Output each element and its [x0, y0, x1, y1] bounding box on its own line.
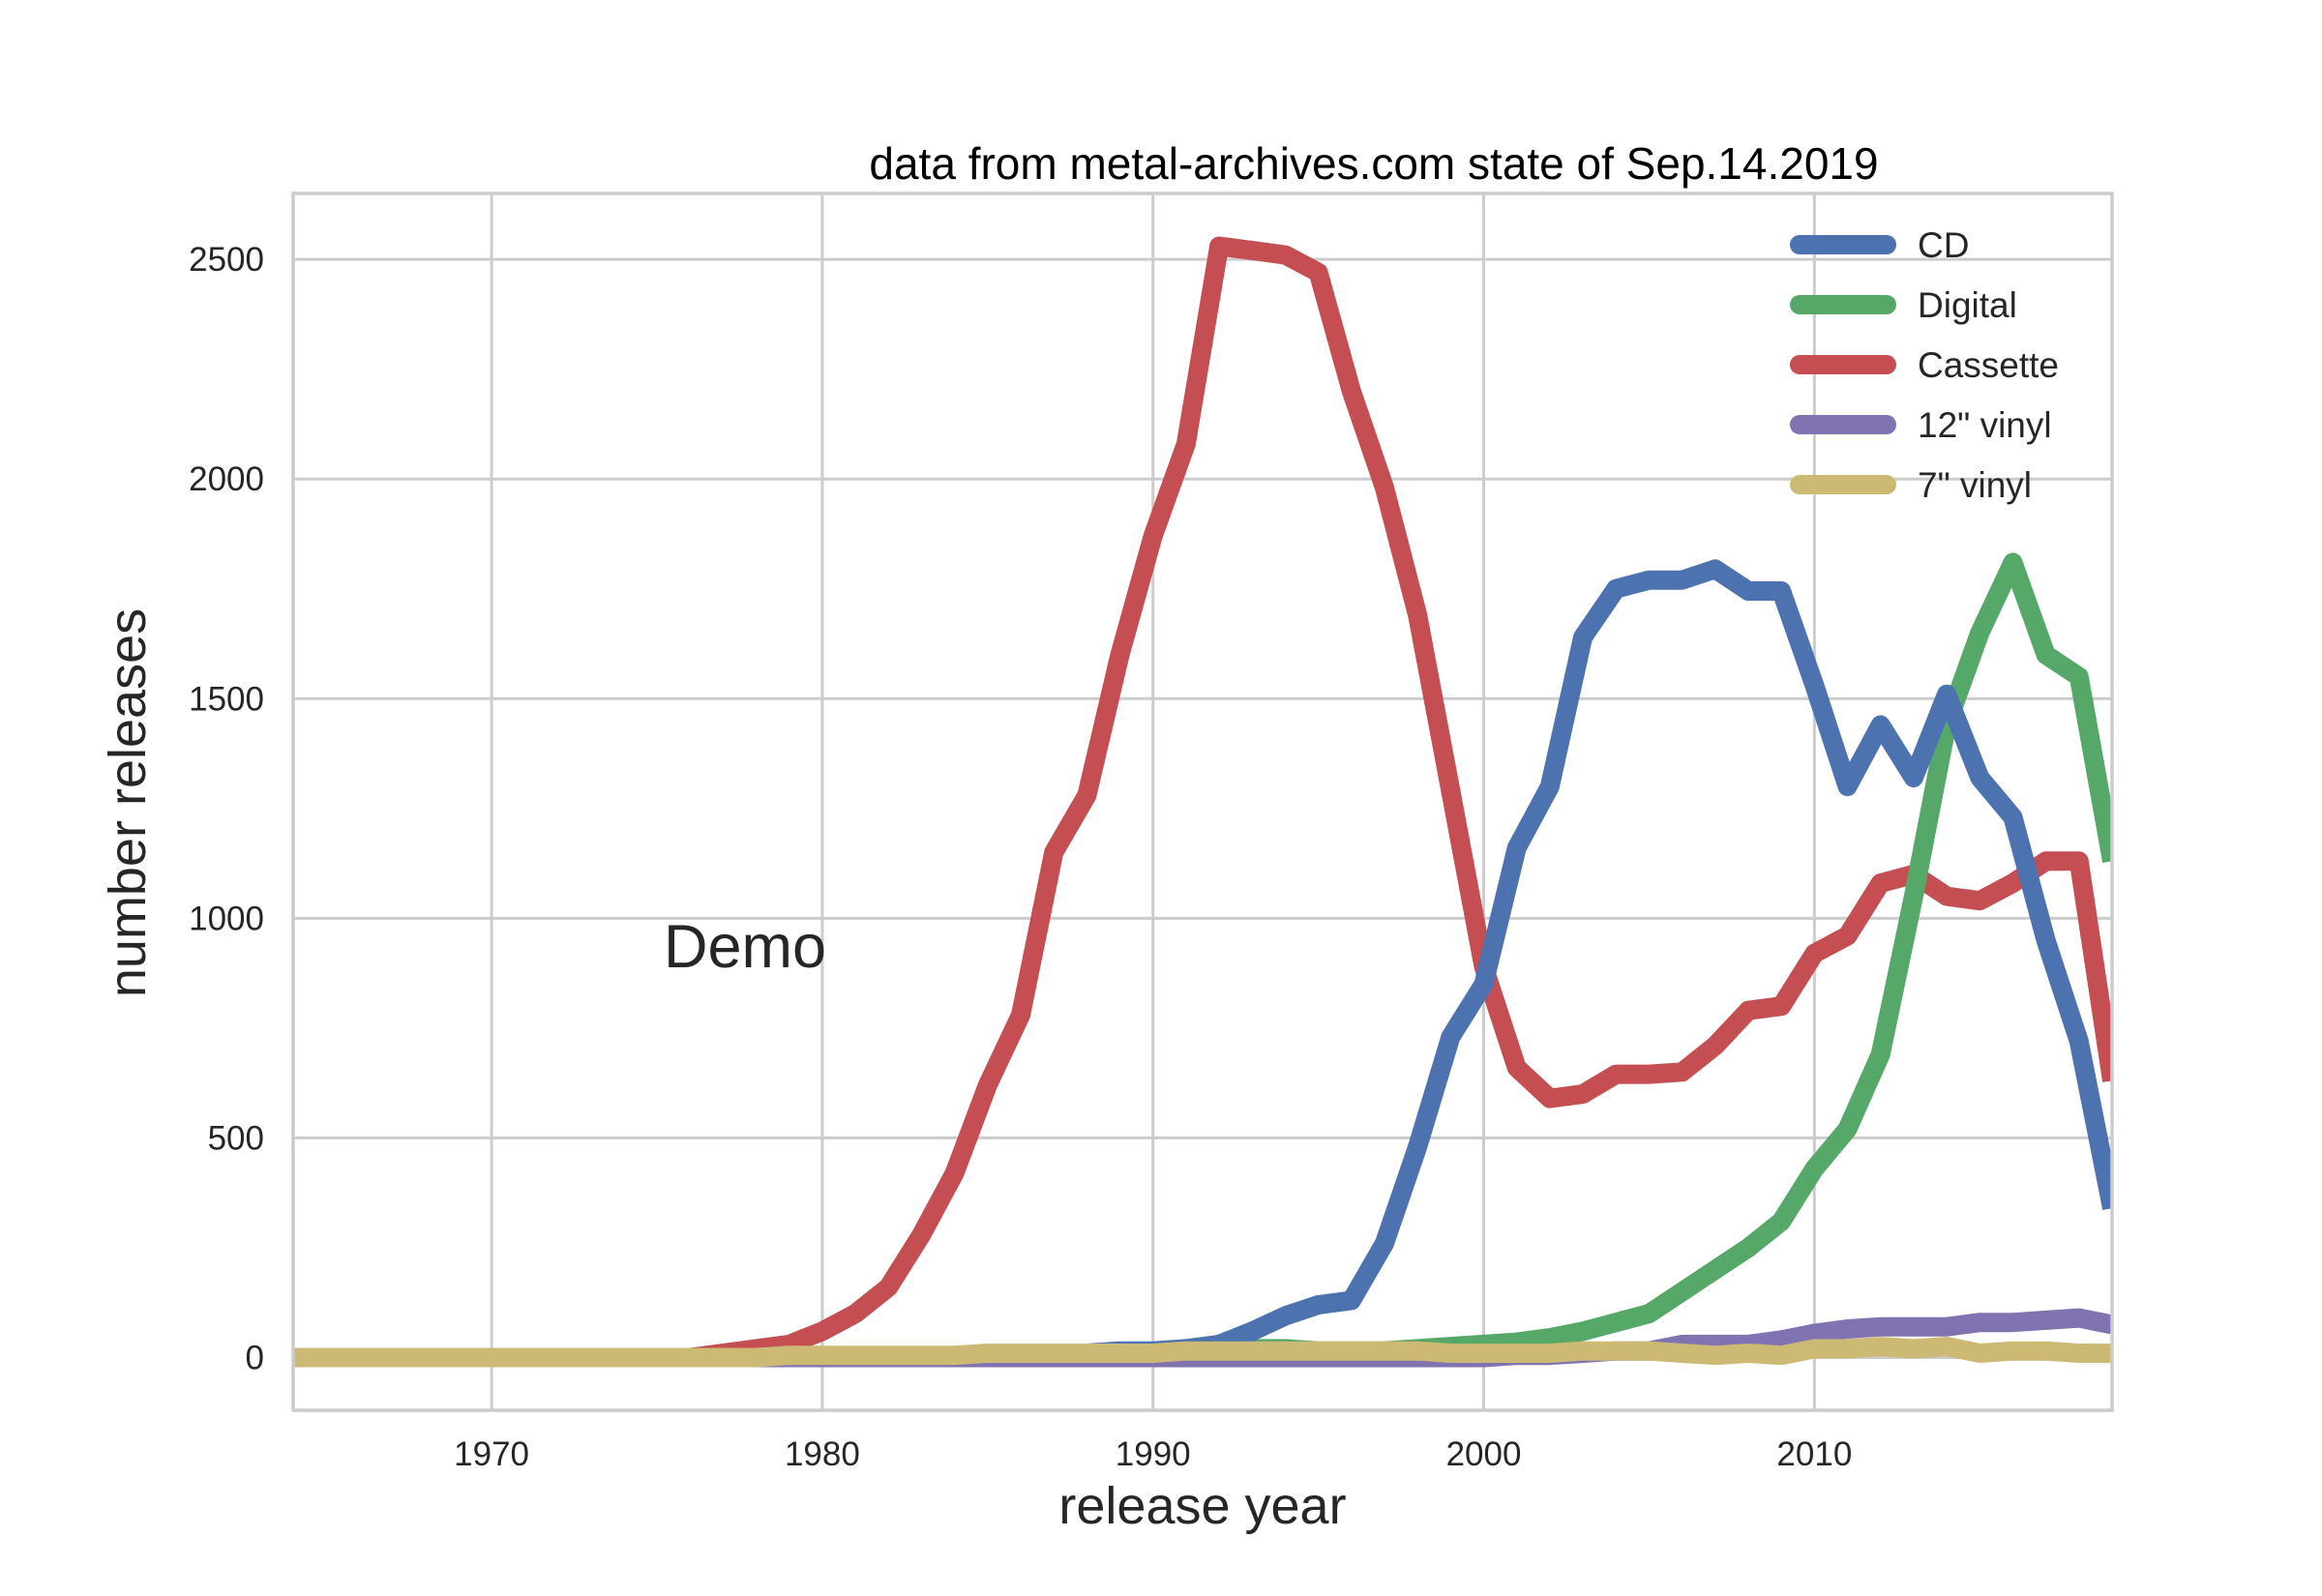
chart-title: data from metal-archives.com state of Se…	[869, 138, 1878, 189]
demo-annotation: Demo	[664, 913, 826, 981]
legend-label-7-vinyl: 7" vinyl	[1918, 465, 2032, 505]
legend-label-12-vinyl: 12" vinyl	[1918, 405, 2052, 445]
legend-label-cd: CD	[1918, 225, 1969, 265]
series-line-cd	[293, 559, 2112, 1368]
y-tick-label: 500	[208, 1119, 264, 1157]
legend-label-cassette: Cassette	[1918, 345, 2059, 385]
y-tick-label: 0	[246, 1340, 264, 1377]
series-line-cassette	[293, 236, 2112, 1368]
y-tick-label: 1000	[189, 900, 264, 937]
series-line-digital	[293, 552, 2112, 1368]
y-tick-label: 1500	[189, 680, 264, 718]
y-axis-label: number releases	[99, 608, 157, 997]
x-tick-label: 2010	[1776, 1435, 1852, 1473]
x-tick-label: 1990	[1116, 1435, 1191, 1473]
y-tick-label: 2000	[189, 460, 264, 498]
series-lines	[293, 236, 2112, 1368]
legend: CD Digital Cassette 12" vinyl 7" vinyl	[1790, 225, 2059, 505]
tick-labels: 1970 1980 1990 2000 2010 0 500 1000 1500 2000 2500	[189, 241, 1852, 1473]
x-axis-label: release year	[1058, 1477, 1346, 1535]
series-line-7-vinyl	[293, 1337, 2112, 1368]
plot-frame	[291, 192, 2114, 1412]
x-tick-label: 1980	[785, 1435, 860, 1473]
x-tick-label: 1970	[454, 1435, 529, 1473]
y-tick-label: 2500	[189, 241, 264, 279]
x-tick-label: 2000	[1446, 1435, 1522, 1473]
plot-area-border	[291, 192, 2114, 1412]
legend-label-digital: Digital	[1918, 285, 2017, 325]
